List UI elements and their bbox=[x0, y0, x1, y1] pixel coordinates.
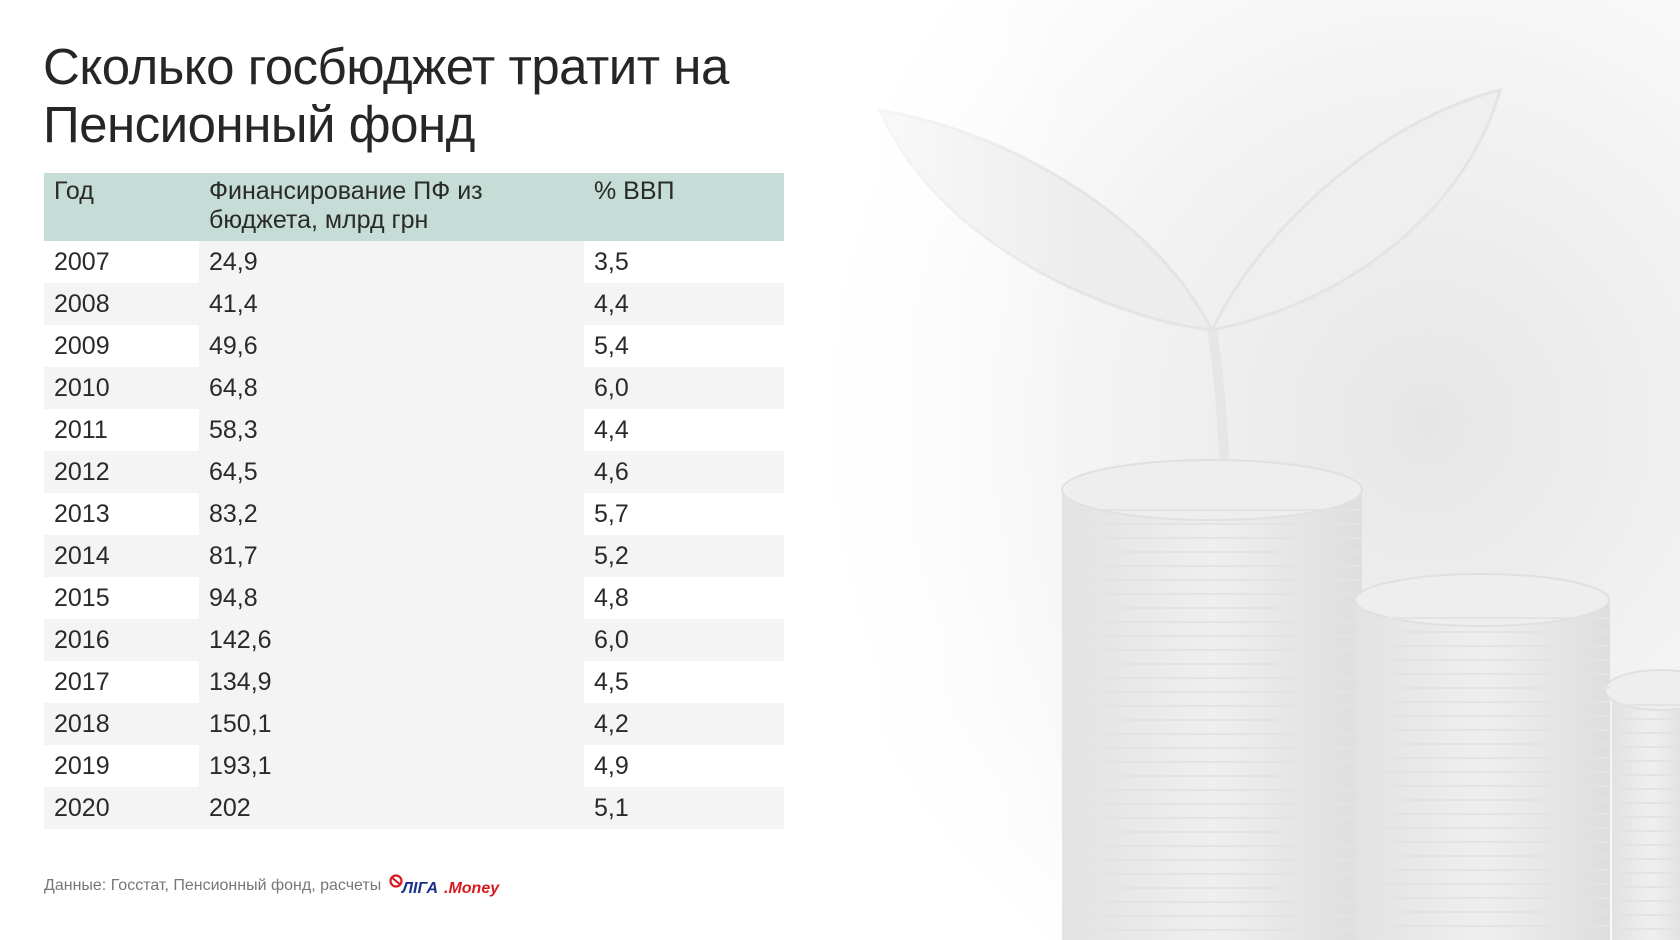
svg-text:ЛIГА: ЛIГА bbox=[401, 880, 438, 897]
cell-gdp-percent: 5,2 bbox=[584, 535, 784, 577]
cell-funding: 81,7 bbox=[199, 535, 584, 577]
cell-gdp-percent: 4,8 bbox=[584, 577, 784, 619]
cell-year: 2020 bbox=[44, 787, 199, 829]
cell-year: 2007 bbox=[44, 241, 199, 283]
liga-money-logo: ЛIГА .Money bbox=[389, 874, 503, 898]
cell-gdp-percent: 4,6 bbox=[584, 451, 784, 493]
table-row: 2013 83,2 5,7 bbox=[44, 493, 784, 535]
cell-year: 2009 bbox=[44, 325, 199, 367]
cell-year: 2014 bbox=[44, 535, 199, 577]
svg-text:.Money: .Money bbox=[444, 880, 500, 897]
table-row: 2014 81,7 5,2 bbox=[44, 535, 784, 577]
table-row: 2015 94,8 4,8 bbox=[44, 577, 784, 619]
cell-funding: 83,2 bbox=[199, 493, 584, 535]
cell-year: 2015 bbox=[44, 577, 199, 619]
header-year: Год bbox=[44, 173, 199, 241]
table-row: 2012 64,5 4,6 bbox=[44, 451, 784, 493]
cell-year: 2016 bbox=[44, 619, 199, 661]
cell-funding: 202 bbox=[199, 787, 584, 829]
page-title: Сколько госбюджет тратит на Пенсионный ф… bbox=[43, 38, 729, 153]
cell-funding: 150,1 bbox=[199, 703, 584, 745]
cell-funding: 134,9 bbox=[199, 661, 584, 703]
cell-year: 2013 bbox=[44, 493, 199, 535]
cell-year: 2019 bbox=[44, 745, 199, 787]
cell-gdp-percent: 4,4 bbox=[584, 283, 784, 325]
cell-gdp-percent: 6,0 bbox=[584, 367, 784, 409]
table-row: 2007 24,9 3,5 bbox=[44, 241, 784, 283]
cell-year: 2012 bbox=[44, 451, 199, 493]
cell-funding: 94,8 bbox=[199, 577, 584, 619]
cell-funding: 64,5 bbox=[199, 451, 584, 493]
cell-gdp-percent: 5,1 bbox=[584, 787, 784, 829]
cell-gdp-percent: 5,4 bbox=[584, 325, 784, 367]
table-row: 2017 134,9 4,5 bbox=[44, 661, 784, 703]
table-row: 2020 202 5,1 bbox=[44, 787, 784, 829]
cell-gdp-percent: 5,7 bbox=[584, 493, 784, 535]
cell-year: 2010 bbox=[44, 367, 199, 409]
table-row: 2009 49,6 5,4 bbox=[44, 325, 784, 367]
cell-year: 2017 bbox=[44, 661, 199, 703]
table-row: 2018 150,1 4,2 bbox=[44, 703, 784, 745]
cell-gdp-percent: 6,0 bbox=[584, 619, 784, 661]
cell-year: 2011 bbox=[44, 409, 199, 451]
header-funding: Финансирование ПФ из бюджета, млрд грн bbox=[199, 173, 584, 241]
table-row: 2008 41,4 4,4 bbox=[44, 283, 784, 325]
cell-funding: 41,4 bbox=[199, 283, 584, 325]
table-row: 2019 193,1 4,9 bbox=[44, 745, 784, 787]
cell-funding: 193,1 bbox=[199, 745, 584, 787]
cell-gdp-percent: 4,2 bbox=[584, 703, 784, 745]
table-row: 2016 142,6 6,0 bbox=[44, 619, 784, 661]
cell-funding: 49,6 bbox=[199, 325, 584, 367]
header-gdp-percent: % ВВП bbox=[584, 173, 784, 241]
table-header-row: Год Финансирование ПФ из бюджета, млрд г… bbox=[44, 173, 784, 241]
cell-funding: 58,3 bbox=[199, 409, 584, 451]
cell-gdp-percent: 4,4 bbox=[584, 409, 784, 451]
cell-year: 2008 bbox=[44, 283, 199, 325]
liga-logo-mark-icon: ЛIГА .Money bbox=[389, 874, 500, 897]
table-row: 2011 58,3 4,4 bbox=[44, 409, 784, 451]
cell-gdp-percent: 4,9 bbox=[584, 745, 784, 787]
cell-funding: 64,8 bbox=[199, 367, 584, 409]
cell-year: 2018 bbox=[44, 703, 199, 745]
cell-gdp-percent: 3,5 bbox=[584, 241, 784, 283]
table-row: 2010 64,8 6,0 bbox=[44, 367, 784, 409]
cell-funding: 24,9 bbox=[199, 241, 584, 283]
footer: Данные: Госстат, Пенсионный фонд, расчет… bbox=[44, 874, 503, 898]
source-note: Данные: Госстат, Пенсионный фонд, расчет… bbox=[44, 877, 382, 894]
cell-gdp-percent: 4,5 bbox=[584, 661, 784, 703]
pension-funding-table: Год Финансирование ПФ из бюджета, млрд г… bbox=[44, 173, 784, 829]
cell-funding: 142,6 bbox=[199, 619, 584, 661]
